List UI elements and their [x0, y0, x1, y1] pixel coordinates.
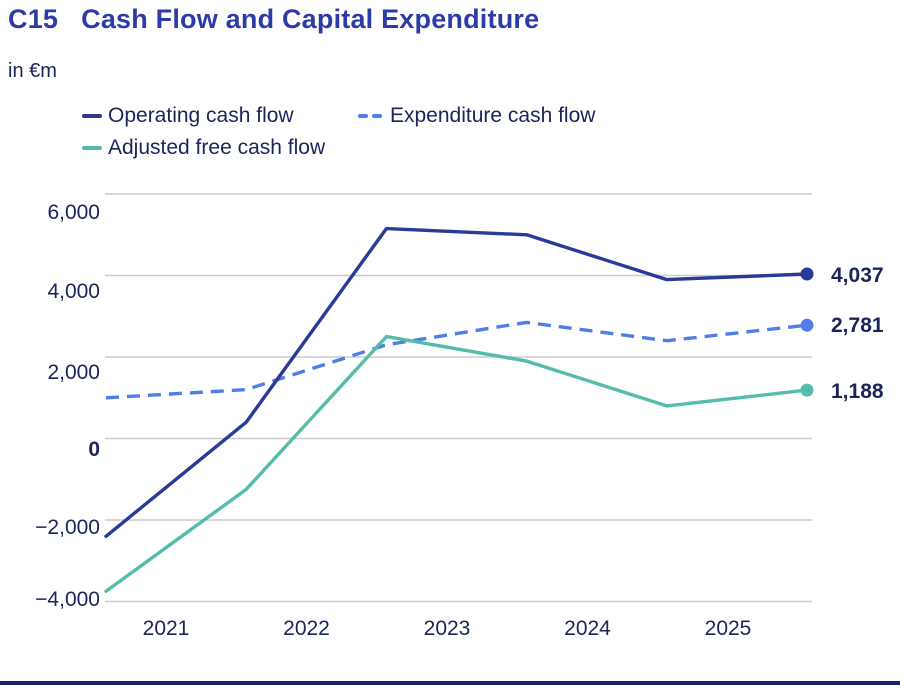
legend-label-expenditure: Expenditure cash flow [390, 104, 596, 127]
y-tick-label: 2,000 [47, 361, 100, 384]
series-end-dot-1 [800, 318, 814, 332]
x-tick-label: 2025 [704, 617, 752, 640]
x-tick-label: 2024 [564, 617, 611, 640]
y-tick-label: −4,000 [35, 588, 100, 611]
unit-label: in €m [8, 60, 57, 82]
value-label-adjusted: 1,188 [831, 380, 884, 403]
series-line-0 [104, 226, 809, 538]
series-line-2 [104, 334, 809, 593]
series-line-1 [105, 320, 808, 400]
legend-label-adjusted: Adjusted free cash flow [108, 136, 326, 159]
dash-segment-icon [372, 114, 382, 118]
x-tick-label: 2021 [142, 617, 190, 640]
x-tick-label: 2022 [283, 617, 330, 640]
x-tick-label: 2023 [423, 617, 471, 640]
y-tick-label: 4,000 [47, 280, 100, 303]
chart-code: C15 [8, 4, 59, 34]
legend-swatch-operating [82, 114, 102, 118]
series-end-dot-2 [800, 383, 814, 397]
legend-label-operating: Operating cash flow [108, 104, 294, 127]
y-tick-label: 6,000 [47, 201, 100, 224]
chart-title-text: Cash Flow and Capital Expenditure [81, 4, 540, 34]
value-label-operating: 4,037 [831, 264, 884, 287]
legend-swatch-expenditure [358, 114, 382, 132]
y-tick-label-zero: 0 [88, 438, 100, 461]
bottom-divider [0, 681, 900, 685]
legend-swatch-adjusted [82, 146, 102, 150]
y-tick-label: −2,000 [35, 516, 100, 539]
page-title: C15 Cash Flow and Capital Expenditure [8, 4, 539, 35]
value-label-expenditure: 2,781 [831, 314, 884, 337]
dash-segment-icon [358, 114, 368, 118]
series-end-dot-0 [800, 267, 814, 281]
